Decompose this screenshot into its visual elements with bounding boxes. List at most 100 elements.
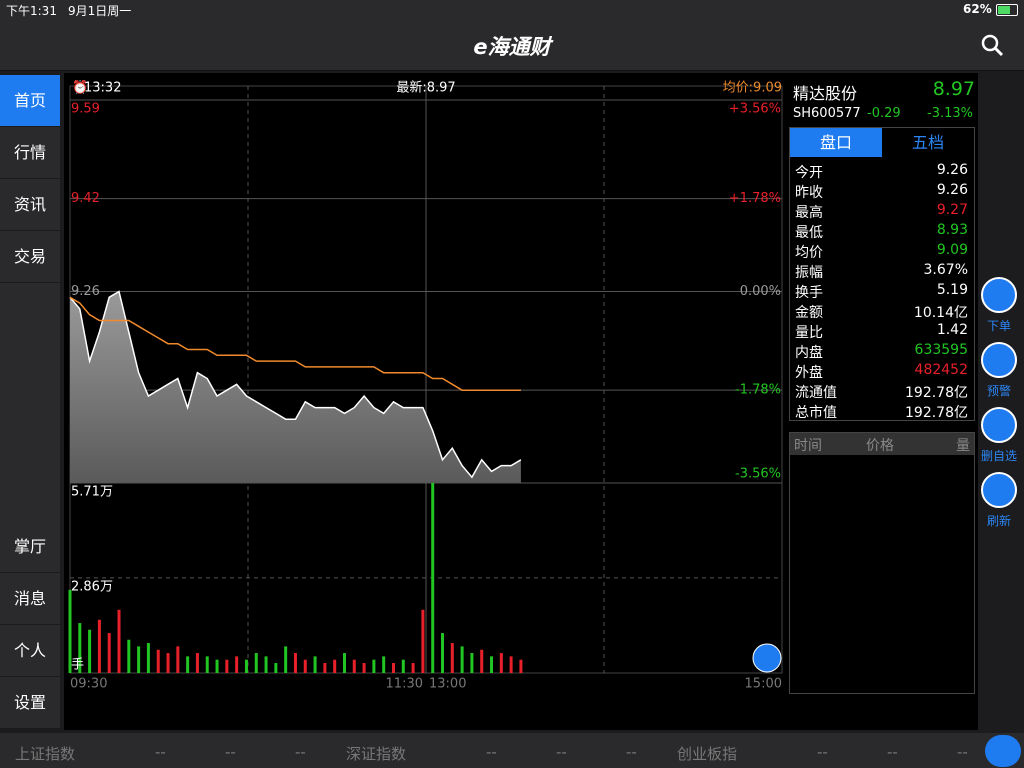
header-cell: 量 <box>956 438 970 454</box>
avg-line <box>69 296 521 391</box>
index-value: -- <box>817 743 828 761</box>
intraday-chart: 9.59+3.56%9.42+1.78%9.260.00%9.09-1.78%8… <box>68 79 783 692</box>
action-button[interactable] <box>981 277 1017 313</box>
quote-row: 换手 5.19 <box>790 282 972 302</box>
nav-item[interactable]: 设置 <box>0 677 60 729</box>
tab-active[interactable]: 盘口 <box>790 128 882 157</box>
header-cell: 时间 <box>794 438 822 454</box>
volume-tick-label: 2.86万 <box>71 579 113 594</box>
next-button[interactable] <box>985 735 1021 767</box>
quote-row: 振幅 3.67% <box>790 262 972 282</box>
battery-icon <box>996 4 1018 16</box>
volume-bar <box>137 646 141 673</box>
stock-price: 8.97 <box>932 78 975 100</box>
search-button[interactable] <box>980 33 1004 57</box>
volume-bar <box>519 659 523 673</box>
index-name: 上证指数 <box>15 745 76 763</box>
index-value: -- <box>887 743 898 761</box>
index-value: -- <box>295 743 306 761</box>
volume-bar <box>411 663 415 673</box>
status-bar: 下午1:31 9月1日周一 62% <box>0 0 1024 20</box>
volume-bar <box>166 653 170 673</box>
action-button[interactable] <box>981 472 1017 508</box>
trade-header: 时间 价格 量 <box>790 433 974 455</box>
volume-bar <box>509 656 513 673</box>
row-label: 流通值 <box>795 385 837 401</box>
volume-bar <box>441 633 445 673</box>
volume-bar <box>460 646 464 673</box>
action-button[interactable] <box>981 342 1017 378</box>
nav-item[interactable]: 个人 <box>0 625 60 677</box>
volume-bar <box>313 656 317 673</box>
quote-row: 内盘 633595 <box>790 342 972 362</box>
volume-bar <box>88 629 92 673</box>
volume-bar <box>391 663 395 673</box>
volume-bar <box>146 643 150 673</box>
volume-bar <box>499 653 503 673</box>
row-label: 外盘 <box>795 365 823 381</box>
volume-bar <box>117 609 121 673</box>
quote-row: 量比 1.42 <box>790 322 972 342</box>
index-name: 深证指数 <box>346 745 407 763</box>
price-tick-label: 9.59 <box>71 102 100 117</box>
volume-bar <box>215 659 219 673</box>
quote-row: 总市值 192.78亿 <box>790 402 972 422</box>
trade-box: 时间 价格 量 <box>789 432 975 694</box>
status-time: 下午1:31 <box>6 4 57 18</box>
row-label: 均价 <box>795 245 823 261</box>
price-tick-label: 9.26 <box>71 284 100 299</box>
expand-button[interactable] <box>752 643 782 673</box>
row-label: 昨收 <box>795 185 823 201</box>
volume-bar <box>127 639 131 673</box>
action-label: 删自选 <box>980 449 1017 463</box>
action-button[interactable] <box>981 407 1017 443</box>
quote-row: 昨收 9.26 <box>790 182 972 202</box>
quote-row: 最高 9.27 <box>790 202 972 222</box>
latest-price: 最新:8.97 <box>396 80 455 96</box>
index-value: -- <box>486 743 497 761</box>
quote-row: 今开 9.26 <box>790 162 972 182</box>
index-value: -- <box>957 743 968 761</box>
average-price: 均价:9.09 <box>723 81 782 96</box>
nav-item[interactable]: 交易 <box>0 231 60 283</box>
volume-bar <box>176 646 180 673</box>
action-label: 下单 <box>986 319 1011 333</box>
row-value: 1.42 <box>936 322 968 338</box>
volume-bar <box>333 659 337 673</box>
volume-bar <box>352 659 356 673</box>
volume-bar <box>156 649 160 673</box>
nav-item[interactable]: 消息 <box>0 573 60 625</box>
row-value: 3.67% <box>923 262 968 278</box>
chart-time: 13:32 <box>84 81 121 96</box>
row-value: 9.26 <box>936 182 968 198</box>
volume-bar <box>372 659 376 673</box>
volume-tick-label: 5.71万 <box>71 485 113 500</box>
battery-level: 62% <box>963 2 992 16</box>
volume-bar <box>421 609 425 673</box>
status-date: 9月1日周一 <box>68 4 132 18</box>
row-label: 最低 <box>795 225 823 241</box>
row-label: 今开 <box>795 165 823 181</box>
nav-item[interactable]: 行情 <box>0 127 60 179</box>
nav-item[interactable]: 首页 <box>0 75 60 127</box>
nav-item[interactable]: 掌厅 <box>0 521 60 573</box>
volume-bar <box>78 623 82 673</box>
price-area <box>70 291 521 483</box>
volume-bar <box>244 659 248 673</box>
index-value: -- <box>225 743 236 761</box>
row-value: 192.78亿 <box>905 405 968 421</box>
row-value: 10.14亿 <box>913 305 968 321</box>
row-label: 总市值 <box>795 405 837 421</box>
sidebar: 首页 行情 资讯 交易掌厅 消息 个人 设置 <box>0 75 60 729</box>
index-value: -- <box>626 743 637 761</box>
stock-code: SH600577 <box>793 106 861 121</box>
volume-bar <box>323 663 327 673</box>
nav-item[interactable]: 资讯 <box>0 179 60 231</box>
row-label: 换手 <box>795 285 823 301</box>
row-value: 9.27 <box>936 202 968 218</box>
stock-change-pct: -3.13% <box>927 106 973 121</box>
price-tick-label: 9.42 <box>71 191 100 206</box>
quote-row: 金额 10.14亿 <box>790 302 972 322</box>
tab[interactable]: 五档 <box>911 133 944 152</box>
row-label: 金额 <box>795 305 823 321</box>
